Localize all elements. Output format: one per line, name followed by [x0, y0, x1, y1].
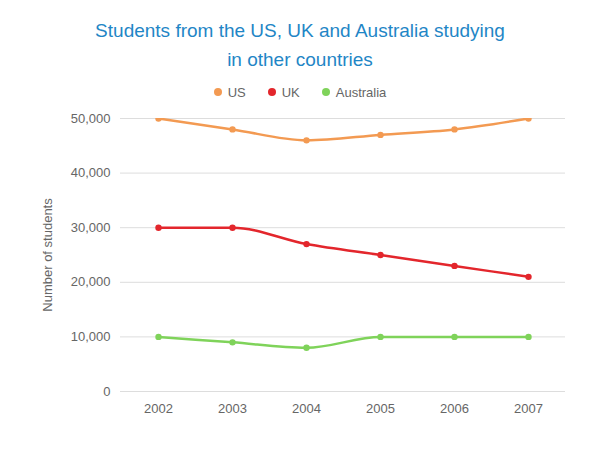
svg-text:2002: 2002 [144, 401, 173, 416]
html-text:UK: UK [281, 84, 300, 100]
svg-text:2003: 2003 [218, 401, 247, 416]
svg-text:2006: 2006 [440, 401, 469, 416]
svg-text:0: 0 [103, 384, 110, 399]
svg-text:30,000: 30,000 [71, 220, 111, 235]
svg-text:Number of students: Number of students [40, 198, 55, 312]
svg-text:50,000: 50,000 [71, 111, 111, 126]
html-text:Students from the US, UK and A: Students from the US, UK and Australia s… [95, 20, 505, 70]
html-text:US: US [227, 84, 246, 100]
svg-text:2004: 2004 [292, 401, 321, 416]
svg-text:40,000: 40,000 [71, 165, 111, 180]
html-text:Australia: Australia [335, 84, 387, 100]
svg-text:2005: 2005 [366, 401, 395, 416]
svg-text:20,000: 20,000 [71, 274, 111, 289]
svg-text:2007: 2007 [514, 401, 543, 416]
svg-text:10,000: 10,000 [71, 329, 111, 344]
